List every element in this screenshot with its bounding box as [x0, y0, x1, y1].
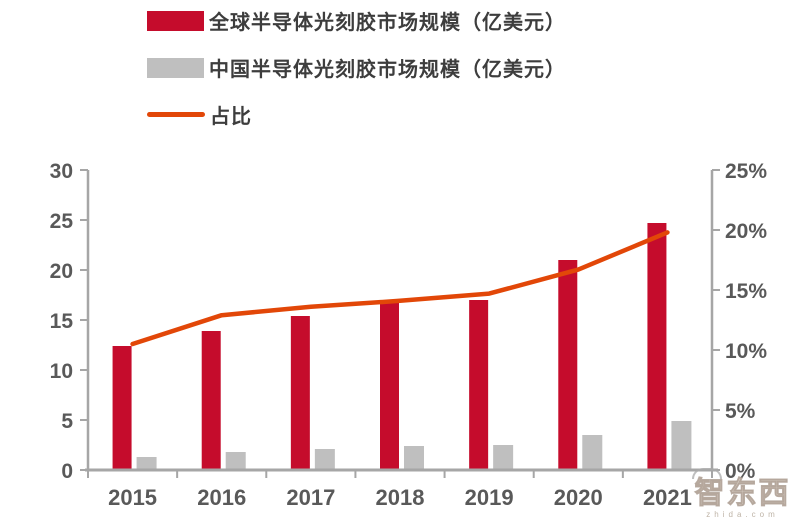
- legend-label-ratio: 占比: [210, 106, 252, 128]
- legend-label-global: 全球半导体光刻胶市场规模（亿美元）: [209, 12, 566, 34]
- legend-swatch-global-icon: [147, 10, 204, 31]
- legend-swatch-ratio-line-icon: [147, 112, 205, 117]
- bar-global-2019: [469, 300, 489, 470]
- right-axis-label: 20%: [725, 220, 767, 243]
- bar-global-2020: [558, 260, 578, 470]
- legend-item-global: 全球半导体光刻胶市场规模（亿美元）: [147, 10, 566, 34]
- chart-legend: 全球半导体光刻胶市场规模（亿美元） 中国半导体光刻胶市场规模（亿美元） 占比: [147, 10, 566, 128]
- x-label-2020: 2020: [554, 485, 603, 510]
- left-axis-label: 10: [50, 360, 73, 383]
- bar-china-2021: [671, 421, 692, 470]
- bar-global-2017: [290, 316, 310, 470]
- right-axis-label: 10%: [725, 340, 767, 363]
- left-axis-label: 25: [50, 210, 74, 233]
- bar-global-2021: [647, 223, 667, 470]
- x-label-2018: 2018: [376, 485, 425, 510]
- x-label-2016: 2016: [197, 485, 246, 510]
- legend-swatch-china-icon: [147, 57, 204, 78]
- x-label-2015: 2015: [108, 485, 157, 510]
- right-axis-label: 0%: [725, 460, 756, 483]
- left-axis-label: 0: [61, 460, 73, 483]
- left-axis-label: 15: [50, 310, 74, 333]
- x-label-2019: 2019: [465, 485, 514, 510]
- right-axis-label: 25%: [725, 160, 767, 183]
- bar-global-2016: [201, 331, 221, 470]
- legend-label-china: 中国半导体光刻胶市场规模（亿美元）: [209, 59, 566, 81]
- ratio-line: [130, 230, 670, 347]
- bar-global-2018: [380, 300, 399, 470]
- left-axis-label: 30: [50, 160, 73, 183]
- left-axis-label: 5: [61, 410, 73, 433]
- left-axis-label: 20: [50, 260, 73, 283]
- x-label-2017: 2017: [286, 485, 335, 510]
- legend-item-ratio: 占比: [147, 104, 566, 128]
- legend-item-china: 中国半导体光刻胶市场规模（亿美元）: [147, 57, 566, 81]
- bar-china-2017: [314, 449, 335, 470]
- right-axis-label: 5%: [725, 400, 756, 423]
- x-label-2021: 2021: [643, 485, 692, 510]
- bar-china-2019: [493, 445, 514, 470]
- bar-global-2015: [112, 346, 132, 470]
- bar-china-2016: [225, 452, 246, 470]
- bar-china-2020: [582, 435, 603, 470]
- right-axis-label: 15%: [725, 280, 767, 303]
- bar-china-2015: [136, 457, 157, 470]
- bar-china-2018: [404, 446, 424, 470]
